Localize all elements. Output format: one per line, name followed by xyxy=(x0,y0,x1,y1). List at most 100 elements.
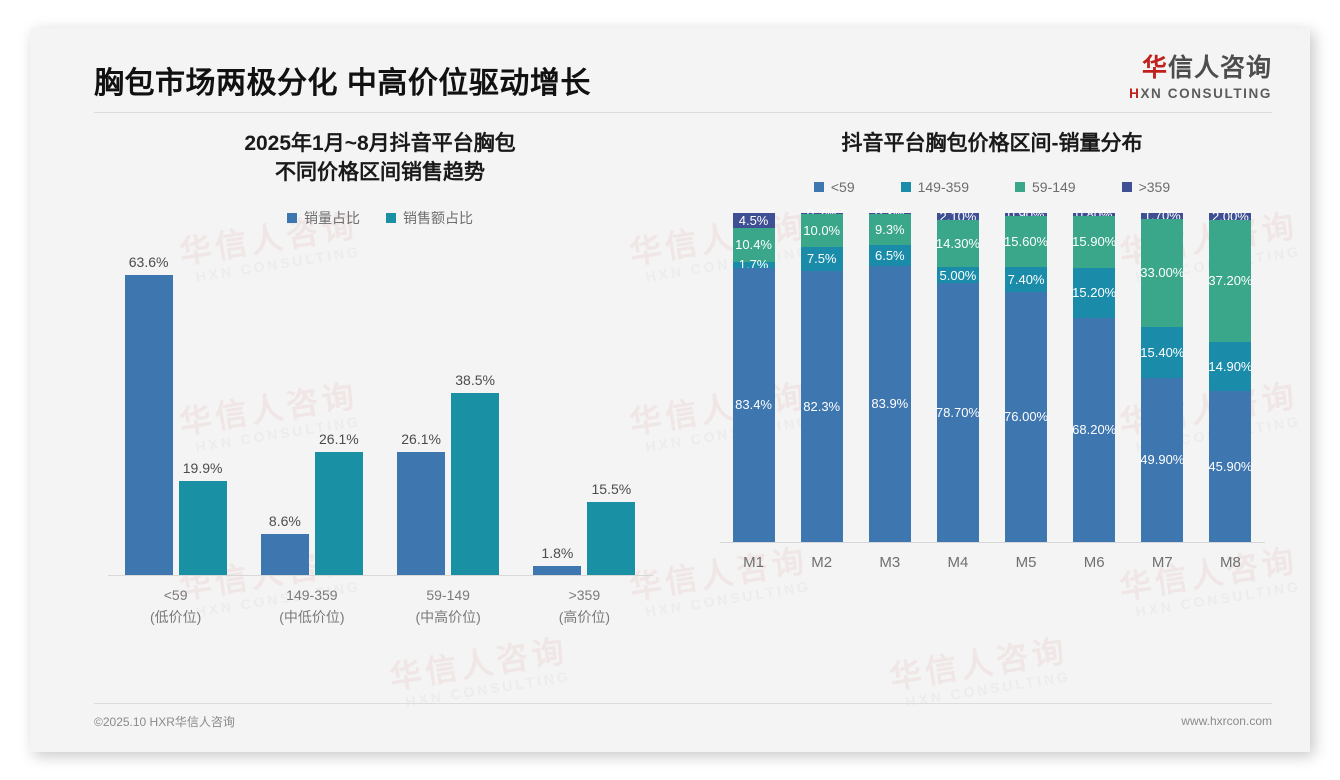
stacked-bar-segment[interactable]: 4.5% xyxy=(732,212,775,228)
right-legend-item-3[interactable]: >359 xyxy=(1121,179,1170,195)
stacked-bar-column[interactable]: 0.3%9.3%6.5%83.9% xyxy=(868,207,911,542)
stacked-bar-x-axis: M1 M2 M3 M4 M5 M6 M7 M8 xyxy=(720,544,1265,584)
segment-value-label: 7.5% xyxy=(806,251,837,267)
footer-divider xyxy=(94,703,1272,704)
bar-rect[interactable] xyxy=(397,451,446,575)
stacked-bar-segment[interactable]: 78.70% xyxy=(936,283,980,542)
bar-rect[interactable] xyxy=(587,501,636,575)
legend-swatch-icon xyxy=(1015,181,1025,192)
stacked-bar-segment[interactable]: 7.40% xyxy=(1005,267,1048,292)
segment-value-label: 82.3% xyxy=(803,399,841,415)
stacked-bar-segment[interactable]: 10.4% xyxy=(732,227,775,262)
stacked-bar-segment[interactable]: 15.60% xyxy=(1004,215,1048,268)
stacked-bar-segment[interactable]: 15.90% xyxy=(1072,215,1116,268)
stacked-bar-segment[interactable]: 2.10% xyxy=(936,210,979,223)
bar-rect[interactable] xyxy=(451,393,500,575)
segment-value-label: 9.3% xyxy=(874,221,905,237)
left-legend-item-0[interactable]: 销量占比 xyxy=(287,208,360,228)
stacked-bar-segment[interactable]: 2.00% xyxy=(1209,210,1252,223)
legend-label: 销量占比 xyxy=(304,209,360,226)
company-logo: 华信人咨询 HXN CONSULTING xyxy=(1129,56,1272,101)
legend-swatch-icon xyxy=(287,212,297,223)
x-axis-tick-label: M2 xyxy=(811,553,833,571)
stacked-bar-plot-area: 4.5%10.4%1.7%83.4%0.2%10.0%7.5%82.3%0.3%… xyxy=(719,207,1265,543)
bar-item[interactable]: 8.6% xyxy=(260,246,309,575)
segment-value-label: 7.40% xyxy=(1007,271,1045,287)
slide-footer: ©2025.10 HXR华信人咨询 www.hxrcon.com xyxy=(94,710,1272,732)
right-legend-item-2[interactable]: 59-149 xyxy=(1015,179,1076,195)
bar-rect[interactable] xyxy=(314,451,363,575)
stacked-bar-segment[interactable]: 10.0% xyxy=(800,213,843,247)
stacked-bar-segment[interactable]: 33.00% xyxy=(1140,218,1185,328)
bar-value-label: 15.5% xyxy=(591,480,632,497)
segment-value-label: 37.20% xyxy=(1208,273,1253,289)
stacked-bar-column[interactable]: 2.00% 37.20% 14.90% 45.90% xyxy=(1208,210,1253,542)
bar-value-label: 26.1% xyxy=(401,430,441,447)
segment-value-label: 33.00% xyxy=(1140,265,1185,281)
grouped-bar-x-axis: <59 (低价位) 149-359 (中低价位) 59-149 (中高价位) >359… xyxy=(108,577,653,637)
bar-rect[interactable] xyxy=(124,274,173,575)
stacked-bar-column[interactable]: 0.2%10.0%7.5%82.3% xyxy=(800,207,843,542)
bar-rect[interactable] xyxy=(533,566,582,575)
bar-item[interactable]: 63.6% xyxy=(124,246,173,575)
legend-swatch-icon xyxy=(900,181,911,192)
segment-value-label: 6.5% xyxy=(874,247,905,263)
footer-website[interactable]: www.hxrcon.com xyxy=(1181,714,1272,728)
stacked-bar-segment[interactable]: 15.40% xyxy=(1140,327,1185,378)
bar-item[interactable]: 26.1% xyxy=(397,246,446,575)
segment-value-label: 5.00% xyxy=(939,267,977,283)
stacked-bar-segment[interactable]: 14.90% xyxy=(1208,341,1252,391)
bar-value-label: 63.6% xyxy=(128,253,169,270)
stacked-bar-segment[interactable]: 6.5% xyxy=(868,244,911,266)
left-chart-legend: 销量占比 销售额占比 xyxy=(70,208,690,228)
bar-item[interactable]: 26.1% xyxy=(314,246,363,575)
stacked-bar-segment[interactable]: 45.90% xyxy=(1208,390,1252,542)
logo-english-rest: XN CONSULTING xyxy=(1140,86,1272,101)
segment-value-label: 15.40% xyxy=(1140,344,1185,360)
x-axis-tick-label: M8 xyxy=(1220,553,1241,571)
stacked-bar-segment[interactable]: 9.3% xyxy=(868,213,911,245)
stacked-bar-segment[interactable]: 83.9% xyxy=(868,265,911,542)
x-axis-tick-label: 59-149 (中高价位) xyxy=(415,586,481,625)
grouped-bar-plot-area: 63.6% 19.9% 8.6% 26.1% 26.1% 38.5% 1.8% 15.5% xyxy=(107,246,653,576)
bar-item[interactable]: 15.5% xyxy=(587,246,636,575)
right-legend-item-1[interactable]: 149-359 xyxy=(900,179,969,195)
bar-rect[interactable] xyxy=(178,481,227,575)
chart-panel-right: 抖音平台胸包价格区间-销量分布 <59 149-359 59-149 >359 4.5… xyxy=(702,120,1282,710)
stacked-bar-segment[interactable]: 7.5% xyxy=(800,246,843,272)
stacked-bar-segment[interactable]: 15.20% xyxy=(1072,267,1117,318)
segment-value-label: 15.20% xyxy=(1072,285,1117,301)
bar-item[interactable]: 38.5% xyxy=(451,246,500,575)
stacked-bar-segment[interactable]: 37.20% xyxy=(1208,219,1253,342)
bar-group: 26.1% 38.5% xyxy=(380,246,516,575)
stacked-bar-segment[interactable]: 82.3% xyxy=(800,271,843,542)
bar-item[interactable]: 19.9% xyxy=(178,246,227,575)
right-legend-item-0[interactable]: <59 xyxy=(813,179,855,195)
logo-hua-character: 华 xyxy=(1141,54,1168,82)
stacked-bar-column[interactable]: 0.90% 15.60% 7.40% 76.00% xyxy=(1004,208,1049,542)
stacked-bar-segment[interactable]: 68.20% xyxy=(1072,317,1116,542)
stacked-bar-column[interactable]: 0.80% 15.90% 15.20% 68.20% xyxy=(1072,208,1117,542)
header-divider xyxy=(94,112,1272,113)
stacked-bar-column[interactable]: 2.10% 14.30% 5.00% 78.70% xyxy=(936,210,980,542)
segment-value-label: 49.90% xyxy=(1140,452,1185,468)
x-axis-tick-label: >359 (高价位) xyxy=(558,586,611,625)
stacked-bar-segment[interactable]: 5.00% xyxy=(936,266,979,284)
left-legend-item-1[interactable]: 销售额占比 xyxy=(386,208,473,228)
stacked-bar-segment[interactable]: 49.90% xyxy=(1140,377,1185,542)
x-axis-tick-label: M6 xyxy=(1083,553,1105,571)
grouped-bar-chart: 63.6% 19.9% 8.6% 26.1% 26.1% 38.5% 1.8% 15.5% <… xyxy=(107,246,653,625)
legend-swatch-icon xyxy=(813,181,824,192)
bar-rect[interactable] xyxy=(260,534,309,575)
stacked-bar-column[interactable]: 1.70% 33.00% 15.40% 49.90% xyxy=(1140,209,1185,542)
stacked-bar-column[interactable]: 4.5% 10.4% 1.7% 83.4% xyxy=(732,212,775,542)
stacked-bar-segment[interactable]: 76.00% xyxy=(1004,291,1049,542)
bar-item[interactable]: 1.8% xyxy=(533,246,582,575)
bar-group: 8.6% 26.1% xyxy=(244,246,380,575)
stacked-bar-segment[interactable]: 14.30% xyxy=(936,219,980,267)
segment-value-label: 76.00% xyxy=(1004,409,1049,425)
stacked-bar-segment[interactable]: 83.4% xyxy=(732,267,775,542)
legend-swatch-icon xyxy=(1121,181,1132,192)
bar-value-label: 38.5% xyxy=(455,372,495,389)
segment-value-label: 10.4% xyxy=(735,237,772,253)
